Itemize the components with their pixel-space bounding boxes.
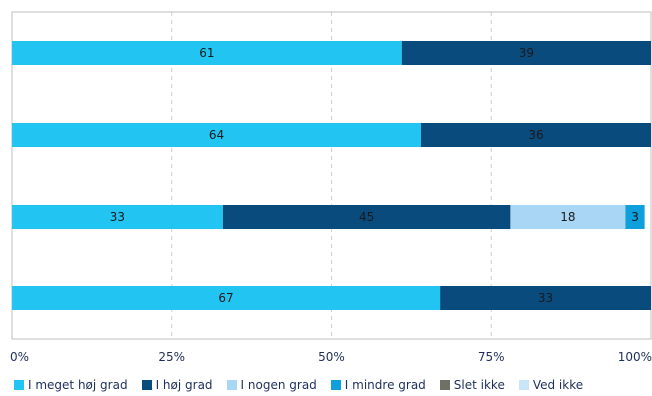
bar-data-label: 33 <box>110 210 125 224</box>
legend-label: Ved ikke <box>532 378 584 392</box>
legend-swatch <box>330 380 341 390</box>
bar-data-label: 36 <box>528 128 543 142</box>
legend-label: I nogen grad <box>240 378 317 392</box>
bar-segment <box>12 205 223 229</box>
legend-swatch <box>14 380 24 390</box>
bar-segment <box>440 286 651 310</box>
bar-data-label: 3 <box>631 210 639 224</box>
grid-lines <box>171 12 492 339</box>
bar-segment <box>420 123 651 147</box>
legend-item: I nogen grad <box>226 378 317 392</box>
x-tick-label: 25% <box>158 350 185 364</box>
bar-data-label: 39 <box>519 46 534 60</box>
bar-data-label: 67 <box>218 291 233 305</box>
bar-segment <box>625 205 645 229</box>
bar-data-label: 64 <box>209 128 224 142</box>
bar-segment <box>12 286 441 310</box>
bars: 61 39 64 36 33 45 18 3 67 33 <box>12 41 651 310</box>
bar-data-label: 45 <box>359 210 374 224</box>
bar-segment <box>12 41 402 65</box>
legend: I meget høj grad I høj grad I nogen grad I … <box>14 378 583 392</box>
legend-swatch <box>226 380 237 390</box>
legend-item: I høj grad <box>141 378 213 392</box>
legend-label: Slet ikke <box>453 378 505 392</box>
x-axis-ticks: 0% 25% 50% 75% 100% <box>10 350 652 364</box>
bar-segment <box>222 205 511 229</box>
legend-item: Slet ikke <box>439 378 505 392</box>
bar-data-label: 61 <box>199 46 214 60</box>
legend-label: I mindre grad <box>344 378 426 392</box>
bar-data-label: 33 <box>538 291 553 305</box>
plot-frame <box>11 11 652 340</box>
bar-data-label: 18 <box>560 210 575 224</box>
legend-swatch <box>439 380 450 390</box>
bar-segment <box>12 123 421 147</box>
legend-label: I høj grad <box>155 378 213 392</box>
bar-segment <box>401 41 651 65</box>
legend-item: Ved ikke <box>518 378 584 392</box>
x-tick-label: 75% <box>478 350 505 364</box>
x-tick-label: 0% <box>10 350 29 364</box>
x-tick-label: 100% <box>618 350 652 364</box>
legend-item: I meget høj grad <box>14 378 128 392</box>
legend-label: I meget høj grad <box>28 378 128 392</box>
legend-item: I mindre grad <box>330 378 426 392</box>
bar-segment <box>510 205 626 229</box>
legend-swatch <box>518 380 529 390</box>
legend-swatch <box>141 380 152 390</box>
x-tick-label: 50% <box>318 350 345 364</box>
